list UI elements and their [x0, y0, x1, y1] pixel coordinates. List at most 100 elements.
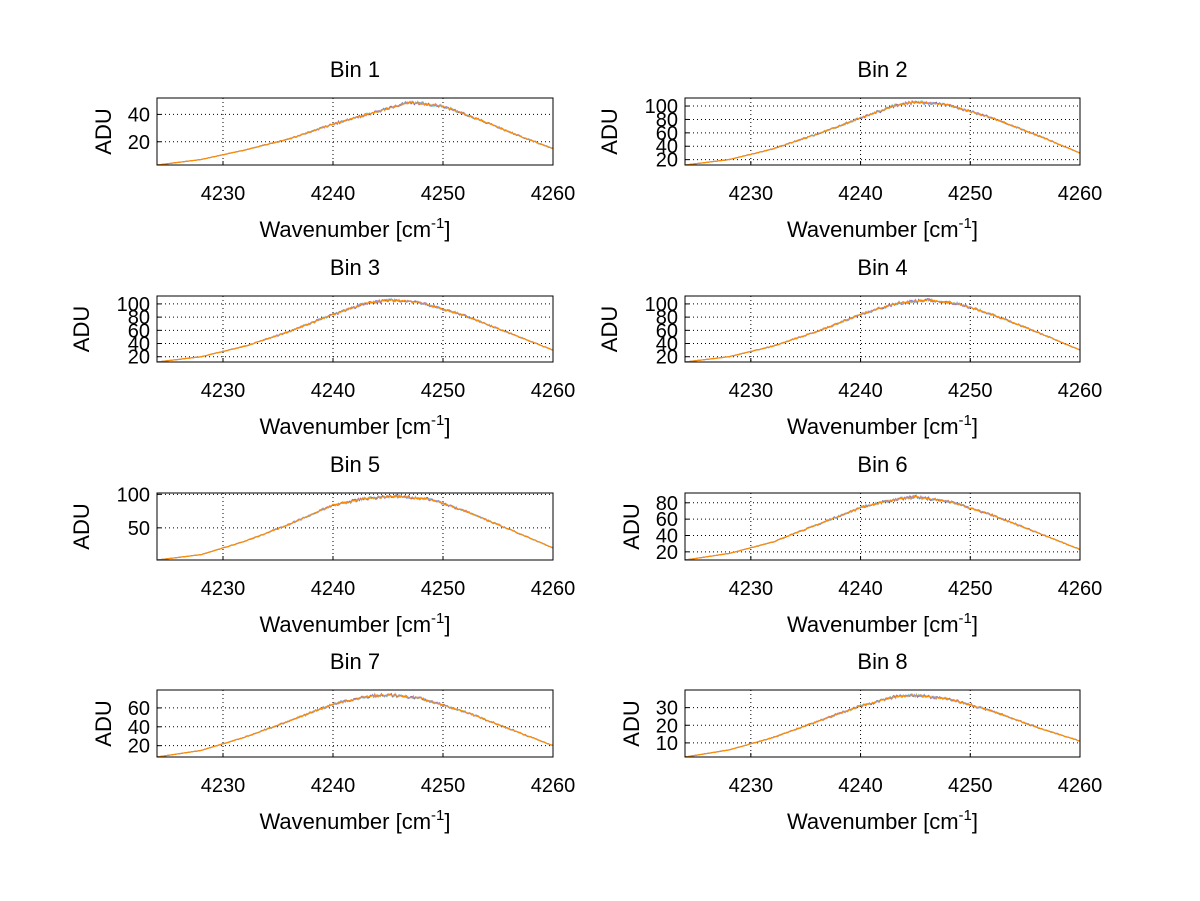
x-axis-label: Wavenumber [cm-1] — [259, 807, 450, 834]
y-axis-label: ADU — [597, 306, 622, 352]
subplot-bin-5: 4230 4240 4250 4260 50 100 Bin 5 Wavenumber [cm… — [69, 452, 575, 637]
y-axis-label: ADU — [91, 700, 116, 746]
y-tick-label: 30 — [656, 698, 678, 720]
x-tick-label: 4250 — [948, 775, 993, 797]
subplot-title: Bin 7 — [330, 649, 380, 674]
data-series-bin-6-trace-2 — [684, 494, 1081, 561]
y-tick-label: 60 — [656, 123, 678, 145]
subplot-title: Bin 3 — [330, 255, 380, 280]
data-series-bin-1-trace-4 — [156, 100, 554, 166]
x-tick-label: 4260 — [531, 578, 576, 600]
data-series-bin-3 — [156, 298, 554, 363]
x-tick-label: 4250 — [948, 183, 993, 205]
axes-box — [684, 295, 1081, 363]
y-tick-label: 80 — [656, 307, 678, 329]
x-tick-label: 4230 — [729, 183, 774, 205]
x-tick-label: 4240 — [311, 183, 356, 205]
subplot-title: Bin 2 — [857, 57, 907, 82]
axes-box — [156, 689, 554, 758]
x-tick-label: 4260 — [1058, 183, 1103, 205]
x-tick-label: 4260 — [1058, 380, 1103, 402]
y-tick-label: 80 — [656, 109, 678, 131]
y-axis-label: ADU — [619, 503, 644, 549]
data-series-bin-6-trace-3 — [684, 493, 1081, 561]
x-tick-label: 4260 — [531, 775, 576, 797]
data-series-bin-7-trace-3 — [156, 692, 554, 758]
subplot-bin-1: 4230 4240 4250 4260 20 40 Bin 1 Wavenumber [cm-… — [91, 57, 575, 242]
y-tick-label: 100 — [117, 294, 150, 316]
y-tick-label: 80 — [656, 493, 678, 515]
x-axis-label: Wavenumber [cm-1] — [787, 412, 978, 439]
x-tick-label: 4250 — [421, 380, 466, 402]
x-tick-label: 4230 — [729, 775, 774, 797]
y-tick-label: 50 — [128, 518, 150, 540]
data-series-bin-1-trace-2 — [156, 100, 554, 166]
data-series-bin-1-trace-3 — [156, 99, 554, 166]
x-tick-label: 4230 — [201, 380, 246, 402]
y-tick-label: 20 — [656, 347, 678, 369]
x-axis-label: Wavenumber [cm-1] — [787, 807, 978, 834]
x-tick-label: 4230 — [201, 775, 246, 797]
x-tick-label: 4260 — [531, 183, 576, 205]
y-tick-label: 60 — [656, 509, 678, 531]
x-tick-label: 4240 — [838, 578, 883, 600]
y-tick-label: 60 — [128, 698, 150, 720]
x-tick-label: 4250 — [948, 578, 993, 600]
y-tick-label: 80 — [128, 307, 150, 329]
data-series-bin-1 — [156, 100, 554, 166]
axes-box — [156, 492, 554, 561]
x-tick-label: 4260 — [531, 380, 576, 402]
y-tick-label: 20 — [656, 715, 678, 737]
data-series-bin-5 — [156, 494, 554, 561]
x-tick-label: 4250 — [421, 183, 466, 205]
x-tick-label: 4230 — [201, 578, 246, 600]
data-series-bin-6-trace-4 — [684, 494, 1081, 561]
y-tick-label: 100 — [117, 484, 150, 506]
y-axis-label: ADU — [619, 700, 644, 746]
y-tick-label: 20 — [128, 347, 150, 369]
y-tick-label: 60 — [656, 320, 678, 342]
y-tick-label: 60 — [128, 320, 150, 342]
y-tick-label: 40 — [656, 525, 678, 547]
x-axis-label: Wavenumber [cm-1] — [787, 215, 978, 242]
y-tick-label: 20 — [128, 736, 150, 758]
x-tick-label: 4240 — [838, 775, 883, 797]
axes-box — [684, 492, 1081, 561]
x-tick-label: 4260 — [1058, 578, 1103, 600]
y-tick-label: 20 — [656, 150, 678, 172]
data-series-bin-2 — [684, 100, 1081, 166]
x-tick-label: 4240 — [311, 380, 356, 402]
axes-box — [684, 689, 1081, 758]
y-tick-label: 10 — [656, 733, 678, 755]
data-series-bin-7-trace-2 — [156, 692, 554, 758]
x-tick-label: 4230 — [729, 380, 774, 402]
x-tick-label: 4250 — [421, 578, 466, 600]
x-axis-label: Wavenumber [cm-1] — [259, 215, 450, 242]
data-series-bin-7 — [156, 693, 554, 758]
x-tick-label: 4230 — [729, 578, 774, 600]
data-series-bin-7-trace-4 — [156, 692, 554, 758]
x-tick-label: 4240 — [311, 578, 356, 600]
y-tick-label: 100 — [645, 294, 678, 316]
y-axis-label: ADU — [69, 306, 94, 352]
x-tick-label: 4260 — [1058, 775, 1103, 797]
x-axis-label: Wavenumber [cm-1] — [259, 610, 450, 637]
subplot-title: Bin 4 — [857, 255, 907, 280]
axes-box — [156, 97, 554, 166]
x-tick-label: 4240 — [311, 775, 356, 797]
y-tick-label: 20 — [128, 132, 150, 154]
y-axis-label: ADU — [91, 108, 116, 154]
data-series-bin-8-trace-4 — [684, 693, 1081, 758]
y-tick-label: 40 — [656, 136, 678, 158]
data-series-bin-8 — [684, 694, 1081, 758]
subplot-title: Bin 1 — [330, 57, 380, 82]
y-axis-label: ADU — [597, 108, 622, 154]
subplot-title: Bin 5 — [330, 452, 380, 477]
axes-box — [684, 97, 1081, 166]
data-series-bin-8-trace-2 — [684, 693, 1081, 758]
